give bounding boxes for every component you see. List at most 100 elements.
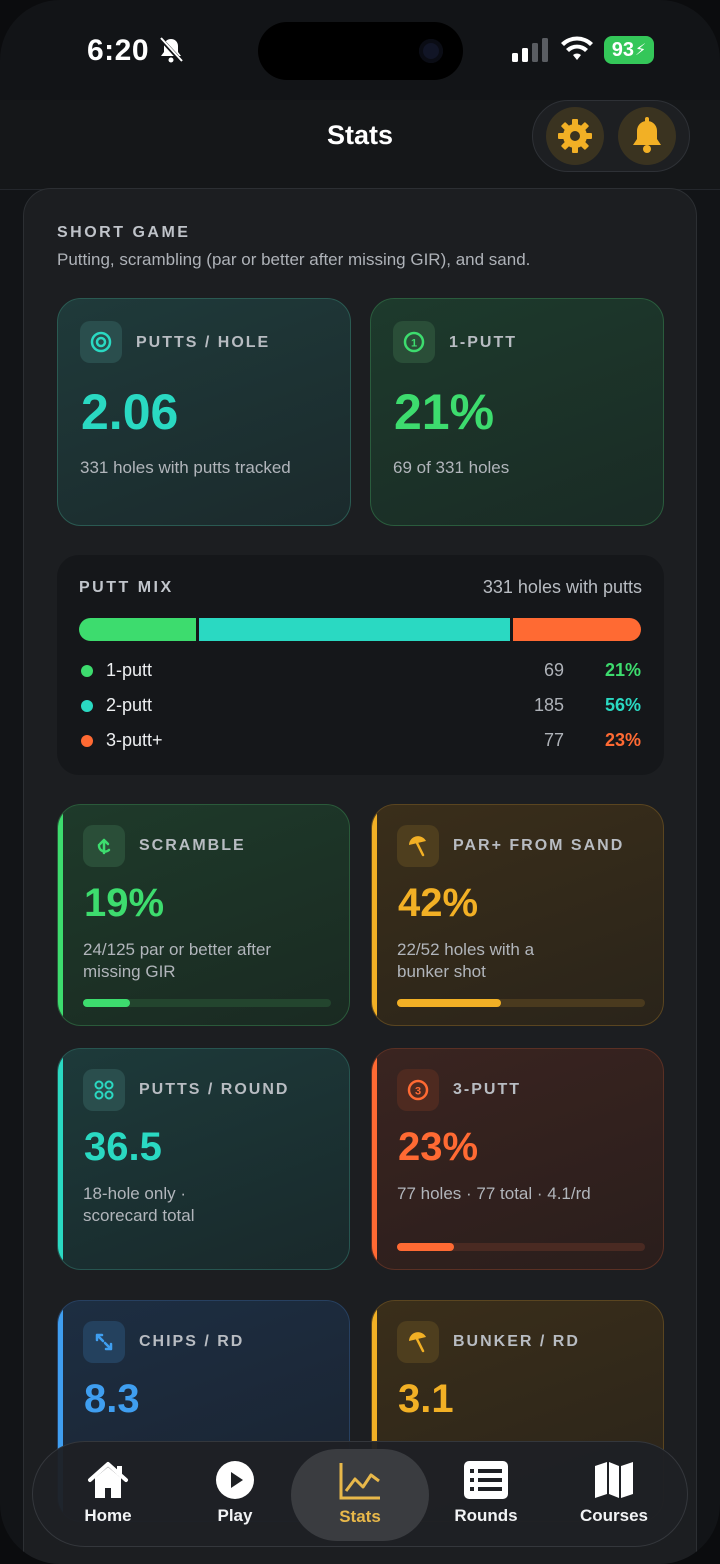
legend-dot	[81, 665, 93, 677]
card-value: 42%	[398, 881, 479, 925]
camera-icon	[419, 39, 443, 63]
mix-row: 2-putt 185 56%	[79, 694, 641, 718]
card-note-line1: 24/125 par or better after	[83, 940, 272, 959]
card-label: PUTTS / ROUND	[139, 1081, 290, 1098]
target-icon	[80, 321, 122, 363]
section-title: SHORT GAME	[57, 224, 191, 241]
putt-mix-card[interactable]: PUTT MIX 331 holes with putts 1-putt 69 …	[57, 555, 664, 775]
wifi-icon	[561, 36, 593, 60]
signal-icon	[512, 38, 548, 62]
three-putt-progress-track	[397, 1243, 645, 1251]
dynamic-island	[258, 22, 463, 80]
tab-label: Stats	[339, 1507, 381, 1526]
card-note-line1: 22/52 holes with a	[397, 940, 535, 959]
up-arrow-icon	[83, 825, 125, 867]
mix-row-name: 3-putt+	[106, 730, 163, 750]
tab-play[interactable]: Play	[170, 1442, 300, 1548]
mix-segment-2-putt	[198, 618, 511, 641]
card-label: SCRAMBLE	[139, 837, 246, 854]
mix-row: 1-putt 69 21%	[79, 659, 641, 683]
number-one-icon: 1	[393, 321, 435, 363]
putts-per-round-card[interactable]: PUTTS / ROUND 36.5 18-hole only · scorec…	[57, 1048, 350, 1270]
scramble-progress-fill	[83, 999, 131, 1007]
chart-icon	[338, 1461, 382, 1501]
battery-level: 93	[611, 38, 634, 61]
card-accent	[58, 805, 63, 1025]
number-three-icon: 3	[397, 1069, 439, 1111]
putts-per-hole-card[interactable]: PUTTS / HOLE 2.06 331 holes with putts t…	[57, 298, 351, 526]
tab-rounds[interactable]: Rounds	[421, 1442, 551, 1548]
card-note: 331 holes with putts tracked	[80, 458, 291, 477]
mix-row-name: 1-putt	[106, 660, 153, 680]
grid-dots-icon	[83, 1069, 125, 1111]
page-title: Stats	[326, 120, 394, 150]
card-note-line2: scorecard total	[83, 1206, 195, 1225]
putt-mix-count: 331 holes with putts	[482, 577, 642, 597]
card-label: PUTTS / HOLE	[136, 334, 271, 351]
short-game-panel: SHORT GAME Putting, scrambling (par or b…	[23, 188, 697, 1564]
bell-muted-icon	[158, 36, 184, 64]
card-value: 21%	[394, 384, 495, 440]
three-putt-progress-fill	[397, 1243, 455, 1251]
tab-label: Home	[84, 1506, 132, 1525]
card-accent	[58, 1049, 63, 1269]
battery-indicator: 93 ⚡	[604, 36, 654, 64]
legend-dot	[81, 700, 93, 712]
legend-dot	[81, 735, 93, 747]
expand-arrows-icon	[83, 1321, 125, 1363]
card-note-line2: bunker shot	[397, 962, 486, 981]
section-subtitle: Putting, scrambling (par or better after…	[57, 250, 531, 269]
bell-icon	[633, 117, 661, 153]
card-label: 1-PUTT	[449, 334, 517, 351]
beach-umbrella-icon	[397, 1321, 439, 1363]
tab-courses[interactable]: Courses	[549, 1442, 679, 1548]
tab-label: Rounds	[454, 1506, 518, 1525]
one-putt-card[interactable]: 1 1-PUTT 21% 69 of 331 holes	[370, 298, 664, 526]
scramble-progress-track	[83, 999, 331, 1007]
card-accent	[372, 1301, 377, 1521]
map-icon	[592, 1460, 636, 1500]
mix-row-pct: 56%	[604, 695, 641, 715]
tab-label: Play	[217, 1506, 253, 1525]
status-bar: 6:20 93 ⚡	[0, 0, 720, 100]
mix-segment-1-putt	[79, 618, 196, 641]
charging-icon: ⚡	[635, 42, 647, 59]
tab-label: Courses	[579, 1506, 649, 1525]
card-note: 69 of 331 holes	[393, 458, 510, 477]
mix-row-name: 2-putt	[106, 695, 153, 715]
svg-text:1: 1	[411, 338, 417, 350]
card-value: 2.06	[81, 384, 179, 440]
tab-stats[interactable]: Stats	[291, 1449, 429, 1541]
card-value: 8.3	[84, 1377, 140, 1421]
mix-row: 3-putt+ 77 23%	[79, 729, 641, 753]
par-from-sand-card[interactable]: PAR+ FROM SAND 42% 22/52 holes with a bu…	[371, 804, 664, 1026]
mix-row-count: 69	[543, 660, 564, 680]
card-value: 23%	[398, 1125, 479, 1169]
card-label: PAR+ FROM SAND	[453, 837, 625, 854]
svg-text:3: 3	[415, 1086, 421, 1098]
tab-home[interactable]: Home	[43, 1442, 173, 1548]
status-time: 6:20	[87, 34, 150, 67]
card-label: CHIPS / RD	[139, 1333, 245, 1350]
notifications-button[interactable]	[618, 107, 676, 165]
three-putt-card[interactable]: 3 3-PUTT 23% 77 holes · 77 total · 4.1/r…	[371, 1048, 664, 1270]
scramble-card[interactable]: SCRAMBLE 19% 24/125 par or better after …	[57, 804, 350, 1026]
mix-row-count: 77	[543, 730, 564, 750]
list-icon	[464, 1460, 508, 1500]
card-accent	[372, 1049, 377, 1269]
home-icon	[86, 1460, 130, 1500]
card-value: 3.1	[398, 1377, 454, 1421]
card-label: 3-PUTT	[453, 1081, 521, 1098]
card-note: 77 holes · 77 total · 4.1/rd	[397, 1184, 591, 1203]
card-value: 36.5	[84, 1125, 162, 1169]
beach-umbrella-icon	[397, 825, 439, 867]
sand-progress-track	[397, 999, 645, 1007]
sand-progress-fill	[397, 999, 502, 1007]
card-accent	[372, 805, 377, 1025]
mix-segment-3-putt	[513, 618, 641, 641]
card-label: BUNKER / RD	[453, 1333, 580, 1350]
putt-mix-title: PUTT MIX	[79, 579, 174, 596]
settings-button[interactable]	[546, 107, 604, 165]
top-nav: Stats	[0, 100, 720, 190]
